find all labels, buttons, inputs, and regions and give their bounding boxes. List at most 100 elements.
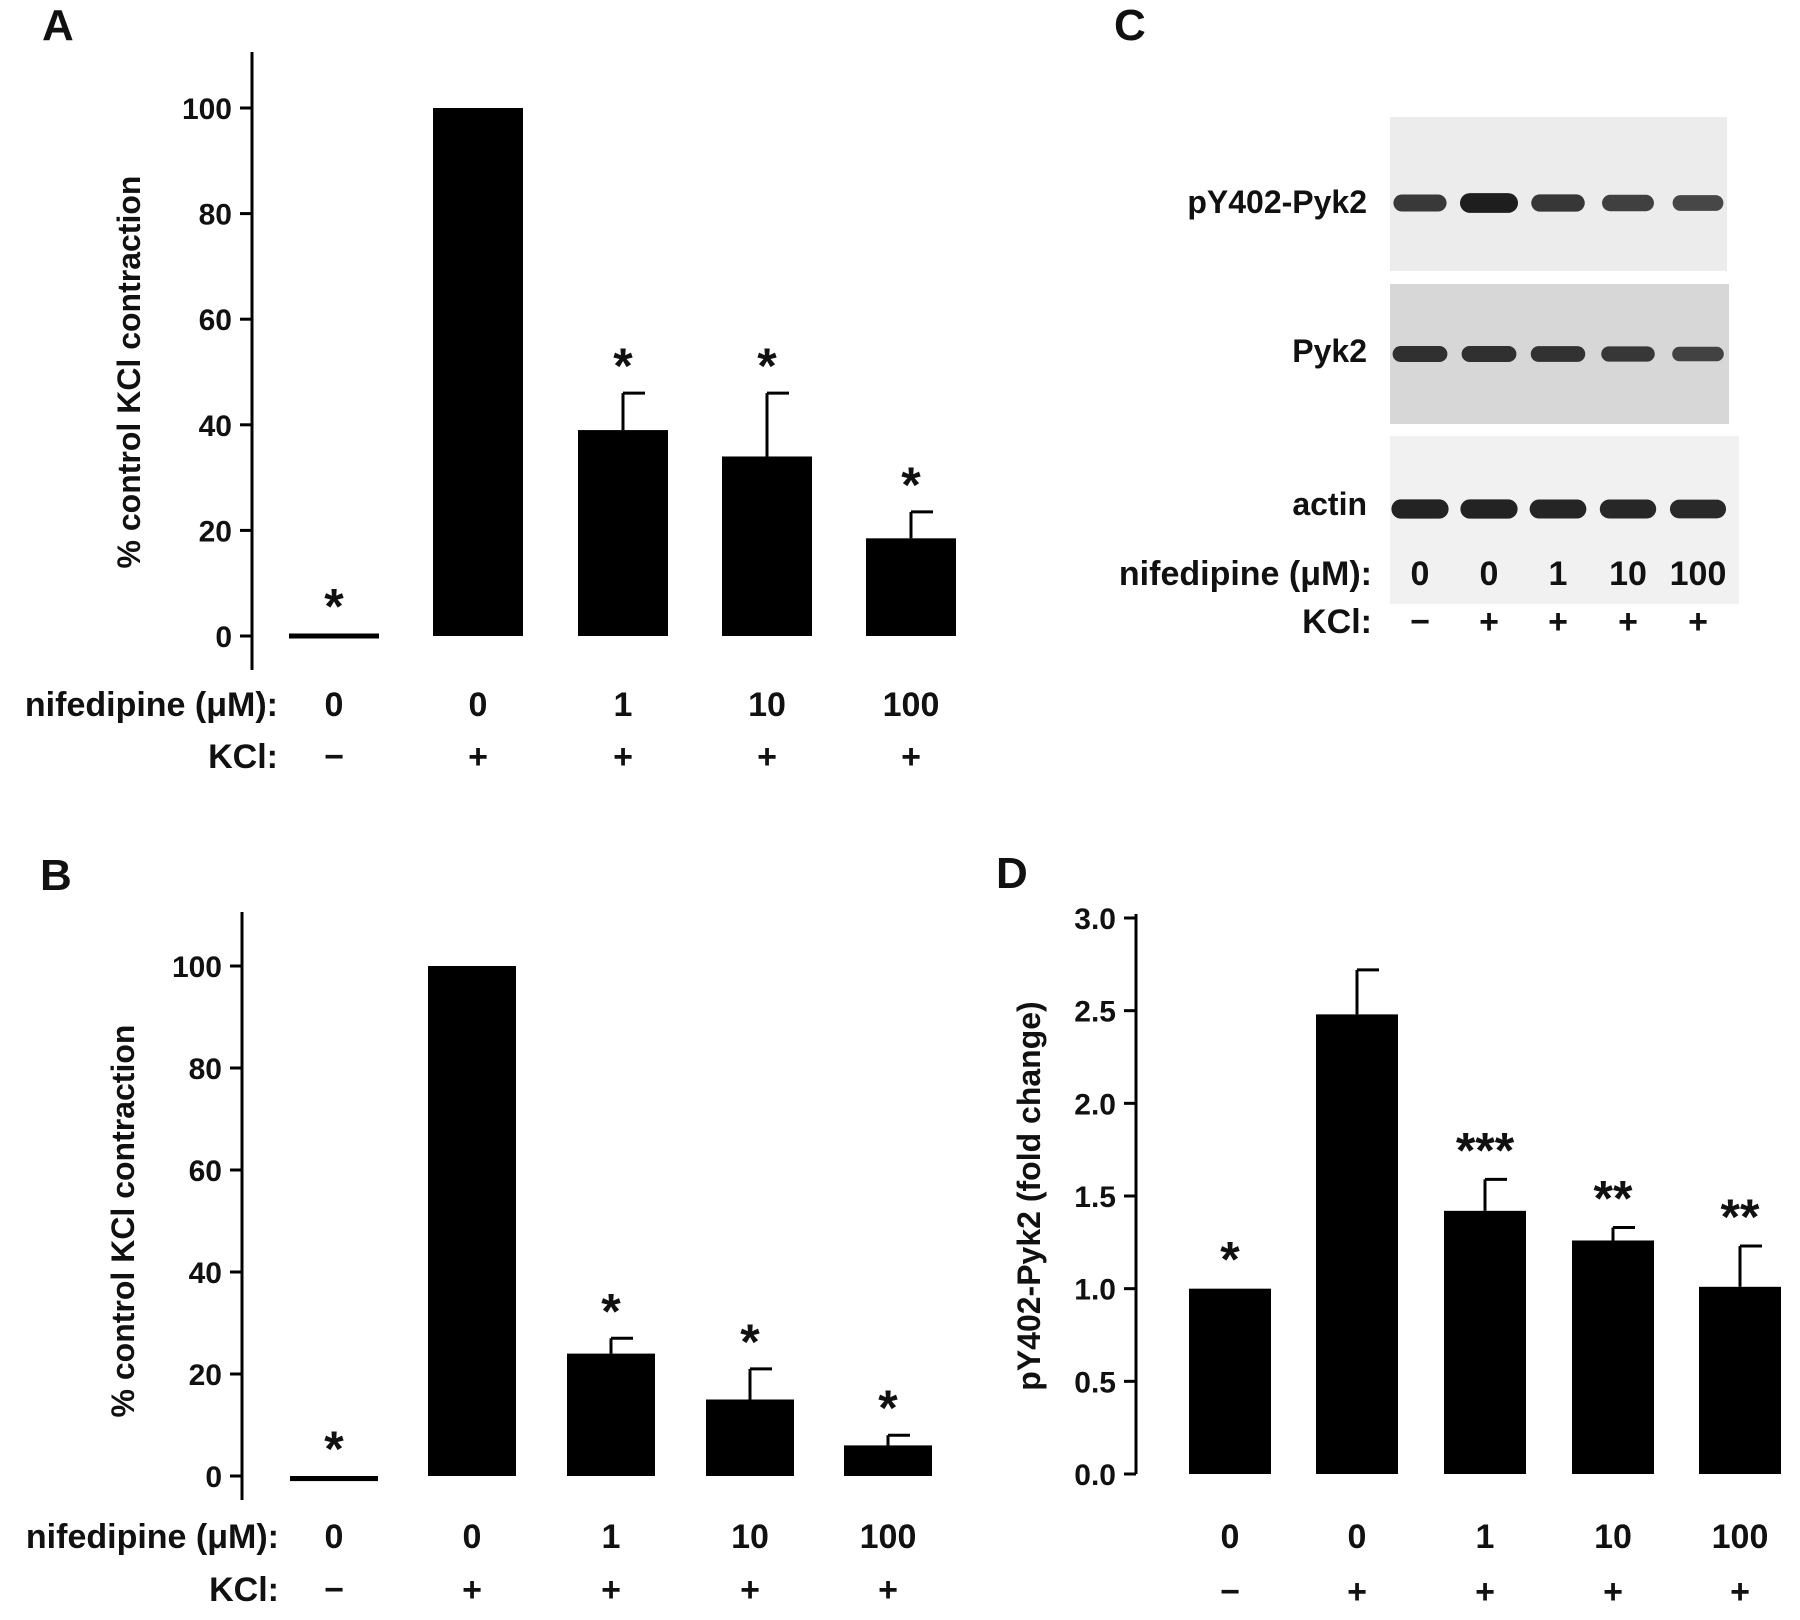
nifedipine-value: 10 [731,1518,769,1556]
bar [433,108,523,636]
y-tick-label: 1.0 [1074,1274,1116,1307]
significance-marker: * [901,457,921,513]
nifedipine-row-label: nifedipine (μM): [25,686,278,724]
blot-band [1602,194,1654,212]
panel-letter: B [40,851,72,900]
kcl-row-label: KCl: [209,1571,279,1609]
blot-row-label: Pyk2 [1292,333,1367,369]
nifedipine-row-label: nifedipine (μM): [26,1518,279,1556]
kcl-value: + [1475,1573,1495,1611]
bar [1189,1288,1271,1474]
kcl-value: + [757,738,777,776]
kcl-value: + [462,1571,482,1609]
y-tick-label: 0.0 [1074,1459,1116,1492]
blot-band [1461,346,1517,362]
y-axis-title: % control KCl contraction [111,176,147,569]
significance-marker: ** [1594,1171,1633,1227]
kcl-value: − [1410,603,1430,641]
y-tick-label: 40 [189,1257,222,1290]
blot-band [1669,499,1727,519]
kcl-value: + [1548,603,1568,641]
panel-d: D 0.0 0.5 1.0 1.5 2.0 2.5 3.0 pY402-Pyk2 (fold c… [996,849,1781,1611]
bar [722,456,812,636]
blot-band [1601,346,1655,362]
kcl-value: − [324,1571,344,1609]
kcl-value: + [601,1571,621,1609]
y-tick-label: 60 [189,1155,222,1188]
panel-letter: C [1114,1,1146,50]
blot-band [1599,499,1657,519]
kcl-value: + [613,738,633,776]
kcl-value: + [740,1571,760,1609]
blot-band [1672,346,1724,362]
bar [706,1399,794,1476]
y-tick-label: 1.5 [1074,1181,1116,1214]
kcl-row-label: KCl: [1302,603,1372,641]
blot-strip [1390,117,1727,271]
bar [289,633,379,639]
kcl-value: + [1730,1573,1750,1611]
y-axis-title: pY402-Pyk2 (fold change) [1011,1001,1047,1390]
significance-marker: * [324,1421,344,1477]
blot-background [1390,117,1727,271]
blot-band [1672,195,1724,211]
nifedipine-value: 0 [1221,1518,1240,1556]
kcl-value: + [468,738,488,776]
blot-background [1390,436,1739,604]
bar [290,1476,378,1482]
y-tick-label: 60 [199,304,232,337]
blot-band [1531,194,1585,212]
nifedipine-value: 0 [463,1518,482,1556]
y-tick-label: 2.0 [1074,1088,1116,1121]
panel-letter: D [996,849,1028,898]
kcl-value: + [1618,603,1638,641]
nifedipine-value: 0 [469,686,488,724]
blot-band [1460,193,1518,213]
blot-band [1460,499,1518,519]
significance-marker: *** [1456,1122,1515,1178]
kcl-value: + [1688,603,1708,641]
significance-marker: * [878,1380,898,1436]
bar [844,1445,932,1476]
nifedipine-value: 1 [602,1518,621,1556]
blot-strip [1390,284,1729,424]
blot-band [1392,346,1448,362]
y-tick-label: 0.5 [1074,1366,1116,1399]
blot-row-label: pY402-Pyk2 [1187,184,1367,220]
blot-band [1530,346,1586,362]
blot-band [1391,499,1449,519]
y-tick-label: 40 [199,410,232,443]
nifedipine-value: 100 [860,1518,917,1556]
panel-letter: A [42,1,74,50]
bar [1316,1014,1398,1474]
significance-marker: * [1220,1232,1240,1288]
bar [1572,1240,1654,1474]
nifedipine-value: 1 [1476,1518,1495,1556]
significance-marker: * [757,338,777,394]
y-tick-label: 80 [189,1053,222,1086]
nifedipine-value: 0 [1348,1518,1367,1556]
nifedipine-value: 0 [1480,555,1499,593]
kcl-value: − [324,738,344,776]
kcl-value: + [878,1571,898,1609]
significance-marker: * [601,1283,621,1339]
nifedipine-value: 10 [748,686,786,724]
kcl-row-label: KCl: [208,738,278,776]
y-tick-label: 20 [189,1359,222,1392]
kcl-value: + [1479,603,1499,641]
y-tick-label: 80 [199,199,232,232]
y-tick-label: 2.5 [1074,996,1116,1029]
bar [1444,1210,1526,1474]
y-tick-label: 20 [199,515,232,548]
nifedipine-value: 10 [1609,555,1647,593]
kcl-value: + [901,738,921,776]
bar [428,966,516,1476]
blot-strip [1390,436,1739,604]
y-axis-title: % control KCl contraction [105,1025,141,1418]
nifedipine-value: 1 [1549,555,1568,593]
nifedipine-value: 10 [1594,1518,1632,1556]
nifedipine-value: 100 [883,686,940,724]
